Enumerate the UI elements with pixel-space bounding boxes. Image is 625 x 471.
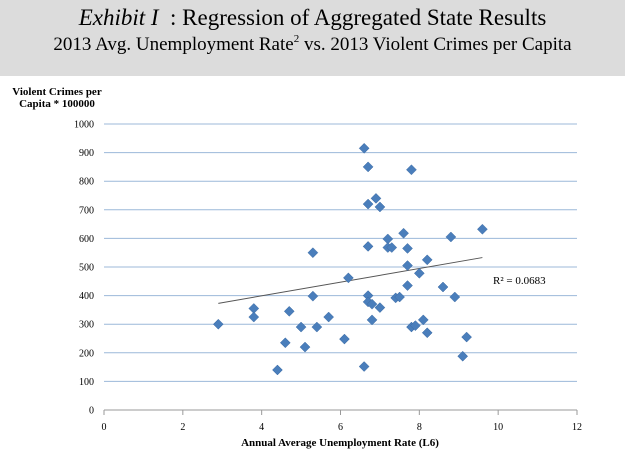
y-tick-label-700: 700 bbox=[79, 205, 94, 216]
data-point bbox=[413, 267, 425, 279]
x-tick-label-2: 2 bbox=[180, 422, 185, 433]
data-point bbox=[477, 223, 488, 235]
title-text: : Regression of Aggregated State Results bbox=[158, 5, 547, 30]
chart-title: Exhibit I : Regression of Aggregated Sta… bbox=[0, 4, 625, 32]
data-point bbox=[295, 321, 307, 333]
data-point bbox=[307, 247, 319, 259]
y-axis-title-line2: Capita * 100000 bbox=[19, 98, 95, 110]
y-axis-title-line1: Violent Crimes per bbox=[12, 86, 102, 98]
data-point bbox=[402, 260, 413, 271]
data-point bbox=[358, 142, 370, 154]
data-point bbox=[402, 280, 413, 291]
data-point bbox=[362, 161, 374, 173]
data-point bbox=[283, 305, 295, 317]
data-point bbox=[343, 272, 354, 284]
exhibit-header: Exhibit I : Regression of Aggregated Sta… bbox=[0, 0, 625, 76]
data-point bbox=[362, 198, 374, 210]
y-tick-label-900: 900 bbox=[79, 148, 94, 159]
x-tick-label-0: 0 bbox=[102, 422, 107, 433]
data-point bbox=[461, 331, 472, 343]
x-tick-label-8: 8 bbox=[417, 422, 422, 433]
data-point bbox=[299, 341, 311, 353]
exhibit-label: Exhibit I bbox=[78, 5, 159, 30]
data-point bbox=[421, 327, 433, 339]
data-point bbox=[212, 318, 224, 330]
scatter-chart: Violent Crimes per Capita * 100000 Annua… bbox=[12, 86, 582, 449]
x-axis-title: Annual Average Unemployment Rate (L6) bbox=[241, 437, 439, 449]
data-point bbox=[386, 242, 398, 253]
y-tick-label-300: 300 bbox=[79, 320, 94, 331]
y-tick-label-1000: 1000 bbox=[74, 120, 94, 131]
y-tick-label-200: 200 bbox=[79, 348, 94, 359]
subtitle-superscript: 2 bbox=[293, 33, 300, 45]
data-point bbox=[366, 314, 378, 326]
y-tick-label-400: 400 bbox=[79, 291, 94, 302]
y-tick-label-0: 0 bbox=[89, 406, 94, 417]
data-point bbox=[457, 350, 469, 362]
data-point bbox=[374, 201, 386, 213]
data-point bbox=[323, 311, 335, 323]
chart-area: Violent Crimes per Capita * 100000 Annua… bbox=[0, 76, 625, 471]
data-point bbox=[358, 361, 370, 372]
data-point bbox=[279, 337, 291, 349]
data-point bbox=[339, 333, 350, 345]
x-tick-label-6: 6 bbox=[338, 422, 343, 433]
data-point bbox=[402, 243, 413, 254]
data-point bbox=[398, 227, 409, 239]
subtitle-after: vs. 2013 Violent Crimes per Capita bbox=[299, 34, 572, 55]
y-tick-label-600: 600 bbox=[79, 234, 94, 245]
y-tick-label-800: 800 bbox=[79, 177, 94, 188]
data-point bbox=[437, 281, 449, 293]
data-point bbox=[370, 193, 382, 204]
x-tick-label-4: 4 bbox=[259, 422, 264, 433]
data-point bbox=[374, 302, 386, 313]
data-point bbox=[272, 364, 283, 376]
data-point bbox=[421, 254, 433, 266]
data-point bbox=[307, 290, 319, 302]
data-point bbox=[445, 231, 457, 243]
data-point bbox=[417, 314, 429, 326]
chart-subtitle: 2013 Avg. Unemployment Rate2 vs. 2013 Vi… bbox=[0, 33, 625, 57]
data-point bbox=[410, 320, 421, 331]
data-point bbox=[366, 298, 378, 310]
data-point bbox=[449, 291, 461, 303]
subtitle-before: 2013 Avg. Unemployment Rate bbox=[53, 34, 294, 55]
x-tick-label-12: 12 bbox=[572, 422, 582, 433]
data-point bbox=[248, 311, 260, 323]
data-point bbox=[362, 241, 374, 252]
data-point bbox=[311, 321, 323, 333]
data-point bbox=[394, 291, 405, 303]
y-tick-label-100: 100 bbox=[79, 377, 94, 388]
data-point bbox=[406, 164, 417, 176]
x-tick-label-10: 10 bbox=[493, 422, 503, 433]
r-squared-label: R² = 0.0683 bbox=[493, 275, 546, 287]
y-tick-label-500: 500 bbox=[79, 263, 94, 274]
